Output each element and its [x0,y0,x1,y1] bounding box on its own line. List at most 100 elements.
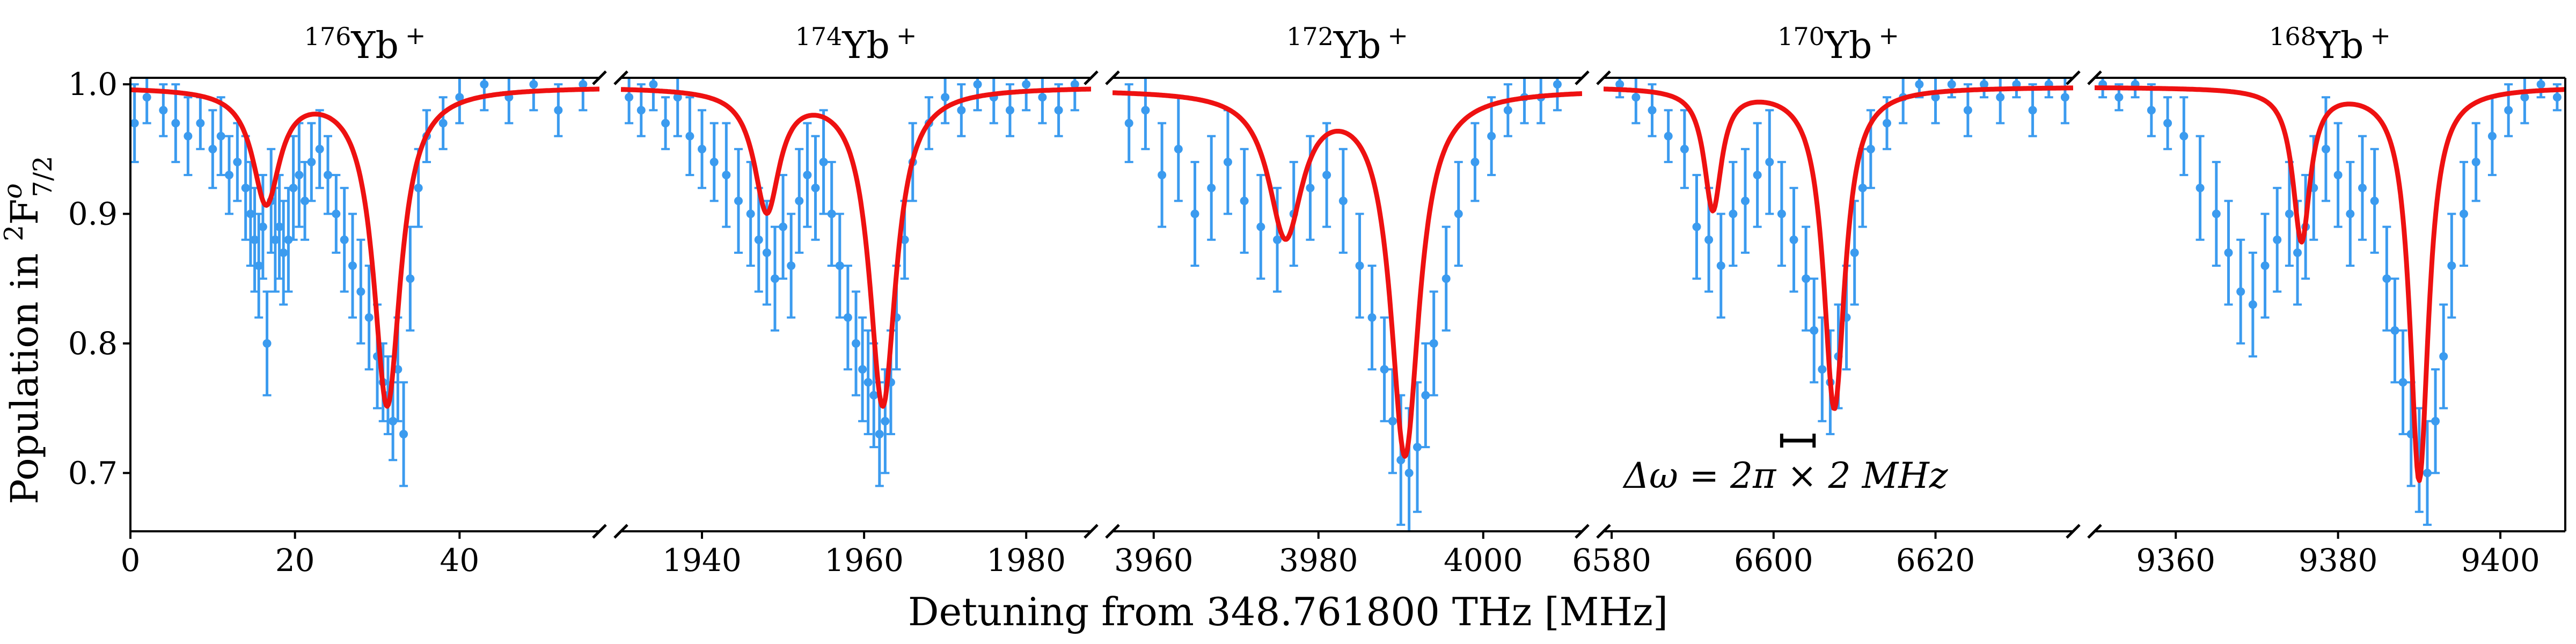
data-point [225,135,233,215]
data-marker [1124,119,1133,128]
data-marker [957,106,966,115]
data-point [2224,200,2233,306]
data-point [348,213,357,319]
data-point [1322,122,1331,228]
data-point [1692,174,1701,280]
plot-area-176 [130,77,599,487]
x-tick-label: 3960 [1114,542,1194,579]
data-marker [284,235,293,244]
data-marker [142,93,151,102]
data-point [989,77,998,125]
axis-break-mark [1575,524,1590,539]
axis-break-mark [592,524,607,539]
x-tick-label: 6620 [1896,542,1975,579]
data-marker [803,171,812,180]
data-marker [1818,365,1827,374]
data-point [1380,316,1389,422]
data-marker [1038,93,1047,102]
isotope-element: Yb [841,25,889,67]
data-marker [2028,106,2037,115]
data-point [1553,77,1562,112]
data-point [289,135,298,241]
data-marker [863,378,873,387]
panel-title-172: 172Yb + [1286,21,1408,67]
data-point [480,77,489,112]
data-marker [1429,339,1438,348]
data-point [1765,109,1774,215]
data-point [1680,109,1689,189]
data-point [2196,135,2205,241]
data-marker [1789,235,1798,244]
data-point [698,109,707,189]
isotope-mass-number: 168 [2269,22,2316,51]
x-tick-label: 0 [121,542,141,579]
data-marker [1704,235,1714,244]
data-marker [1648,106,1657,115]
data-marker [2179,131,2189,141]
data-marker [2114,93,2124,102]
data-point [863,329,873,435]
data-marker [1421,391,1430,400]
linewidth-annotation-text: Δω = 2π × 2 MHz [1622,455,1948,496]
data-marker [1404,469,1414,478]
data-marker [852,339,860,348]
data-marker [1931,93,1940,102]
data-marker [2552,93,2562,102]
data-marker [1615,80,1624,89]
axis-break-mark [2087,70,2102,85]
data-marker [1355,261,1364,270]
data-point [1223,109,1232,215]
fit-curve [130,86,599,409]
data-marker [1741,196,1750,206]
data-marker [869,391,879,400]
axis-break-mark [613,524,628,539]
data-marker [1753,171,1762,180]
data-point [2520,77,2529,125]
data-point [279,200,288,306]
data-point [2487,96,2497,177]
data-marker [2196,184,2205,193]
data-marker [1553,80,1562,89]
panel-176: 0 20 40 176Yb + [121,21,607,579]
data-marker [1850,248,1859,257]
data-marker [795,196,804,206]
data-point [746,160,755,267]
data-point [2285,160,2294,267]
data-point [811,135,820,241]
data-point [1174,96,1183,202]
panel-174: 1940 1960 1980 174Yb + [613,21,1099,579]
data-point [579,77,588,112]
x-tick-label: 9360 [2136,542,2215,579]
data-point [1802,225,1811,332]
data-point [307,122,316,202]
data-marker [673,93,682,102]
data-point [356,238,365,345]
data-point [2044,77,2053,99]
data-marker [246,209,255,218]
data-marker [2285,209,2294,218]
data-marker [2439,352,2448,361]
data-marker [1802,274,1811,283]
data-marker [1141,106,1150,115]
data-point [171,83,180,163]
data-point [399,381,408,487]
data-point [554,83,563,137]
x-tick-label: 3980 [1279,542,1358,579]
data-point [2333,122,2343,228]
data-point [2346,160,2355,267]
panel-title-170: 170Yb + [1777,21,1899,67]
data-marker [275,222,284,231]
data-marker [2398,378,2407,387]
data-point [1256,174,1265,280]
data-point [324,135,332,215]
data-point [2273,187,2282,293]
data-marker [1765,157,1774,166]
data-marker [2346,209,2355,218]
data-marker [455,93,464,102]
data-marker [843,313,852,322]
data-marker [625,93,634,102]
data-point [2459,160,2468,267]
y-tick-label: 1.0 [68,66,118,103]
data-point [835,213,844,319]
x-tick-label: 4000 [1444,542,1523,579]
